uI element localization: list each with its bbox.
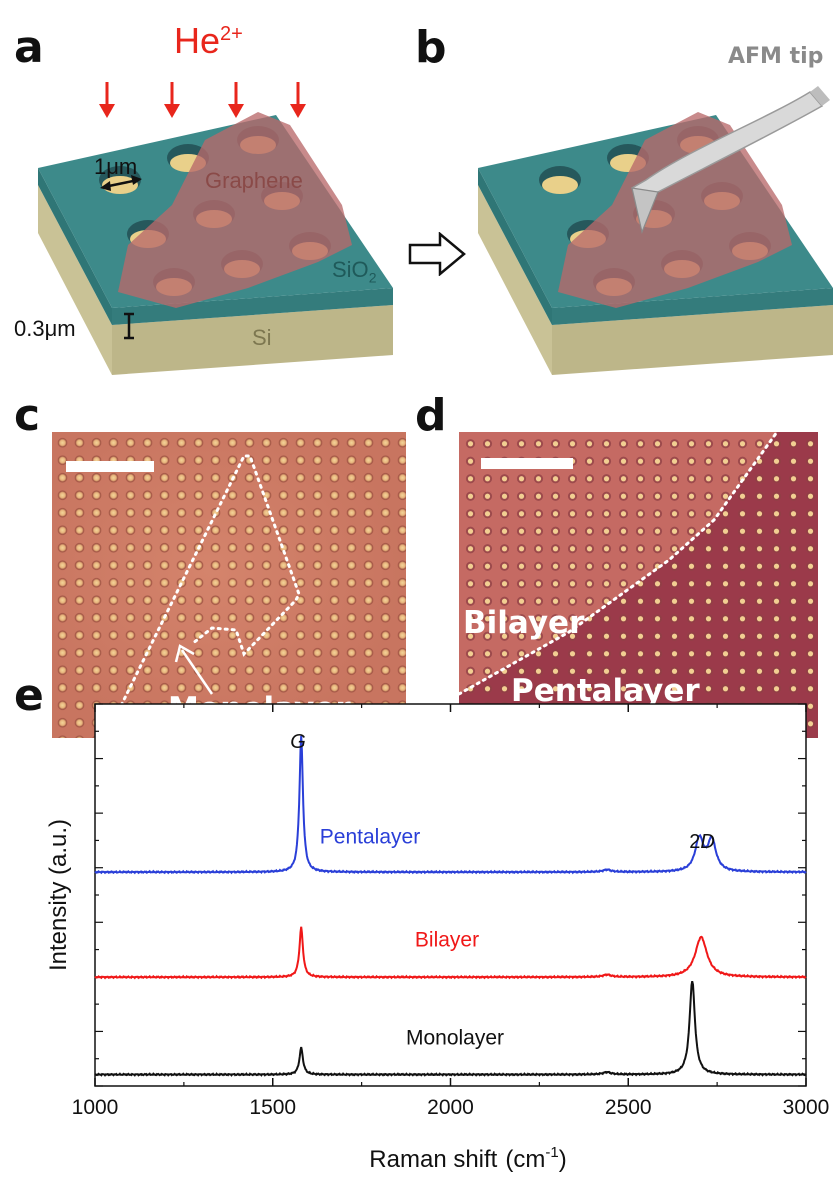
series-label-pentalayer: Pentalayer xyxy=(320,825,420,848)
hole-size-label: 1μm xyxy=(94,154,138,179)
ion-arrow xyxy=(228,82,244,118)
micrograph-d-regions xyxy=(459,432,818,738)
oxide-side-edge xyxy=(112,288,393,325)
spectrum-monolayer xyxy=(94,980,807,1077)
afm-cantilever xyxy=(630,86,830,235)
spectrum-pentalayer xyxy=(94,735,807,875)
panel-label-d: d xyxy=(415,390,447,441)
si-side-face xyxy=(552,305,833,375)
ion-arrows xyxy=(99,82,306,118)
x-axis-label: Raman shift (cm-1) xyxy=(369,1144,566,1173)
oxide-side-edge xyxy=(552,288,833,325)
hole xyxy=(539,166,581,194)
x-tick-label: 1500 xyxy=(249,1096,296,1119)
si-front-face xyxy=(38,185,112,375)
peak-label-g: G xyxy=(290,731,306,753)
panel-label-b: b xyxy=(415,22,447,73)
spectrum-bilayer xyxy=(94,926,807,980)
spectrum-traces xyxy=(94,735,807,1077)
panel-label-c: c xyxy=(14,390,41,441)
si-front-face xyxy=(478,185,552,375)
pentalayer-label: Pentalayer xyxy=(511,673,700,709)
monolayer-outline-overlay xyxy=(110,454,301,726)
x-tick-label: 2000 xyxy=(427,1096,474,1119)
series-label-monolayer: Monolayer xyxy=(406,1027,504,1050)
y-axis-label: Intensity (a.u.) xyxy=(45,819,72,971)
afm-tip xyxy=(631,187,659,235)
oxide-front-edge xyxy=(478,168,552,325)
plot-frame xyxy=(94,703,807,1087)
scale-bar xyxy=(66,461,154,472)
x-axis: 1000 1500 2000 2500 3000 xyxy=(72,704,830,1119)
ion-arrow xyxy=(164,82,180,118)
graphene-label: Graphene xyxy=(205,168,303,193)
panel-label-e: e xyxy=(14,670,44,721)
panel-label-a: a xyxy=(14,22,44,73)
graphene-sheet xyxy=(118,112,352,308)
ion-arrow xyxy=(290,82,306,118)
micrograph-c: Monolayer xyxy=(52,432,406,738)
y-axis-ticks xyxy=(95,703,806,1087)
oxide-front-edge xyxy=(38,168,112,325)
ion-label: He2+ xyxy=(174,20,243,61)
thickness-bracket xyxy=(124,312,134,340)
oxide-label: SiO2 xyxy=(332,257,377,286)
series-label-bilayer: Bilayer xyxy=(415,929,479,952)
thickness-label: 0.3μm xyxy=(14,316,76,341)
pointer-arrow xyxy=(174,644,214,695)
peak-label-2d: 2D xyxy=(689,831,715,853)
si-side-face xyxy=(112,305,393,375)
afm-tip-label: AFM tip xyxy=(728,44,824,69)
bilayer-label: Bilayer xyxy=(463,605,585,641)
transition-arrow xyxy=(408,232,466,276)
ion-arrow xyxy=(99,82,115,118)
raman-spectra-chart: 1000 1500 2000 2500 3000 Pentalayer Bilayer Mo… xyxy=(45,703,830,1173)
substrate-label: Si xyxy=(252,325,272,350)
panel-a-schematic xyxy=(38,82,393,375)
x-tick-label: 1000 xyxy=(72,1096,119,1119)
micrograph-d: Bilayer Pentalayer xyxy=(459,432,818,738)
x-tick-label: 2500 xyxy=(605,1096,652,1119)
x-tick-label: 3000 xyxy=(783,1096,830,1119)
scale-bar xyxy=(481,458,573,469)
trace-labels: Pentalayer Bilayer Monolayer xyxy=(320,825,504,1049)
graphene-sheet xyxy=(558,112,792,308)
panel-b-schematic xyxy=(478,86,833,375)
layer-boundary xyxy=(459,432,779,696)
monolayer-boundary xyxy=(110,454,301,726)
hole-size-arrow xyxy=(100,175,142,191)
